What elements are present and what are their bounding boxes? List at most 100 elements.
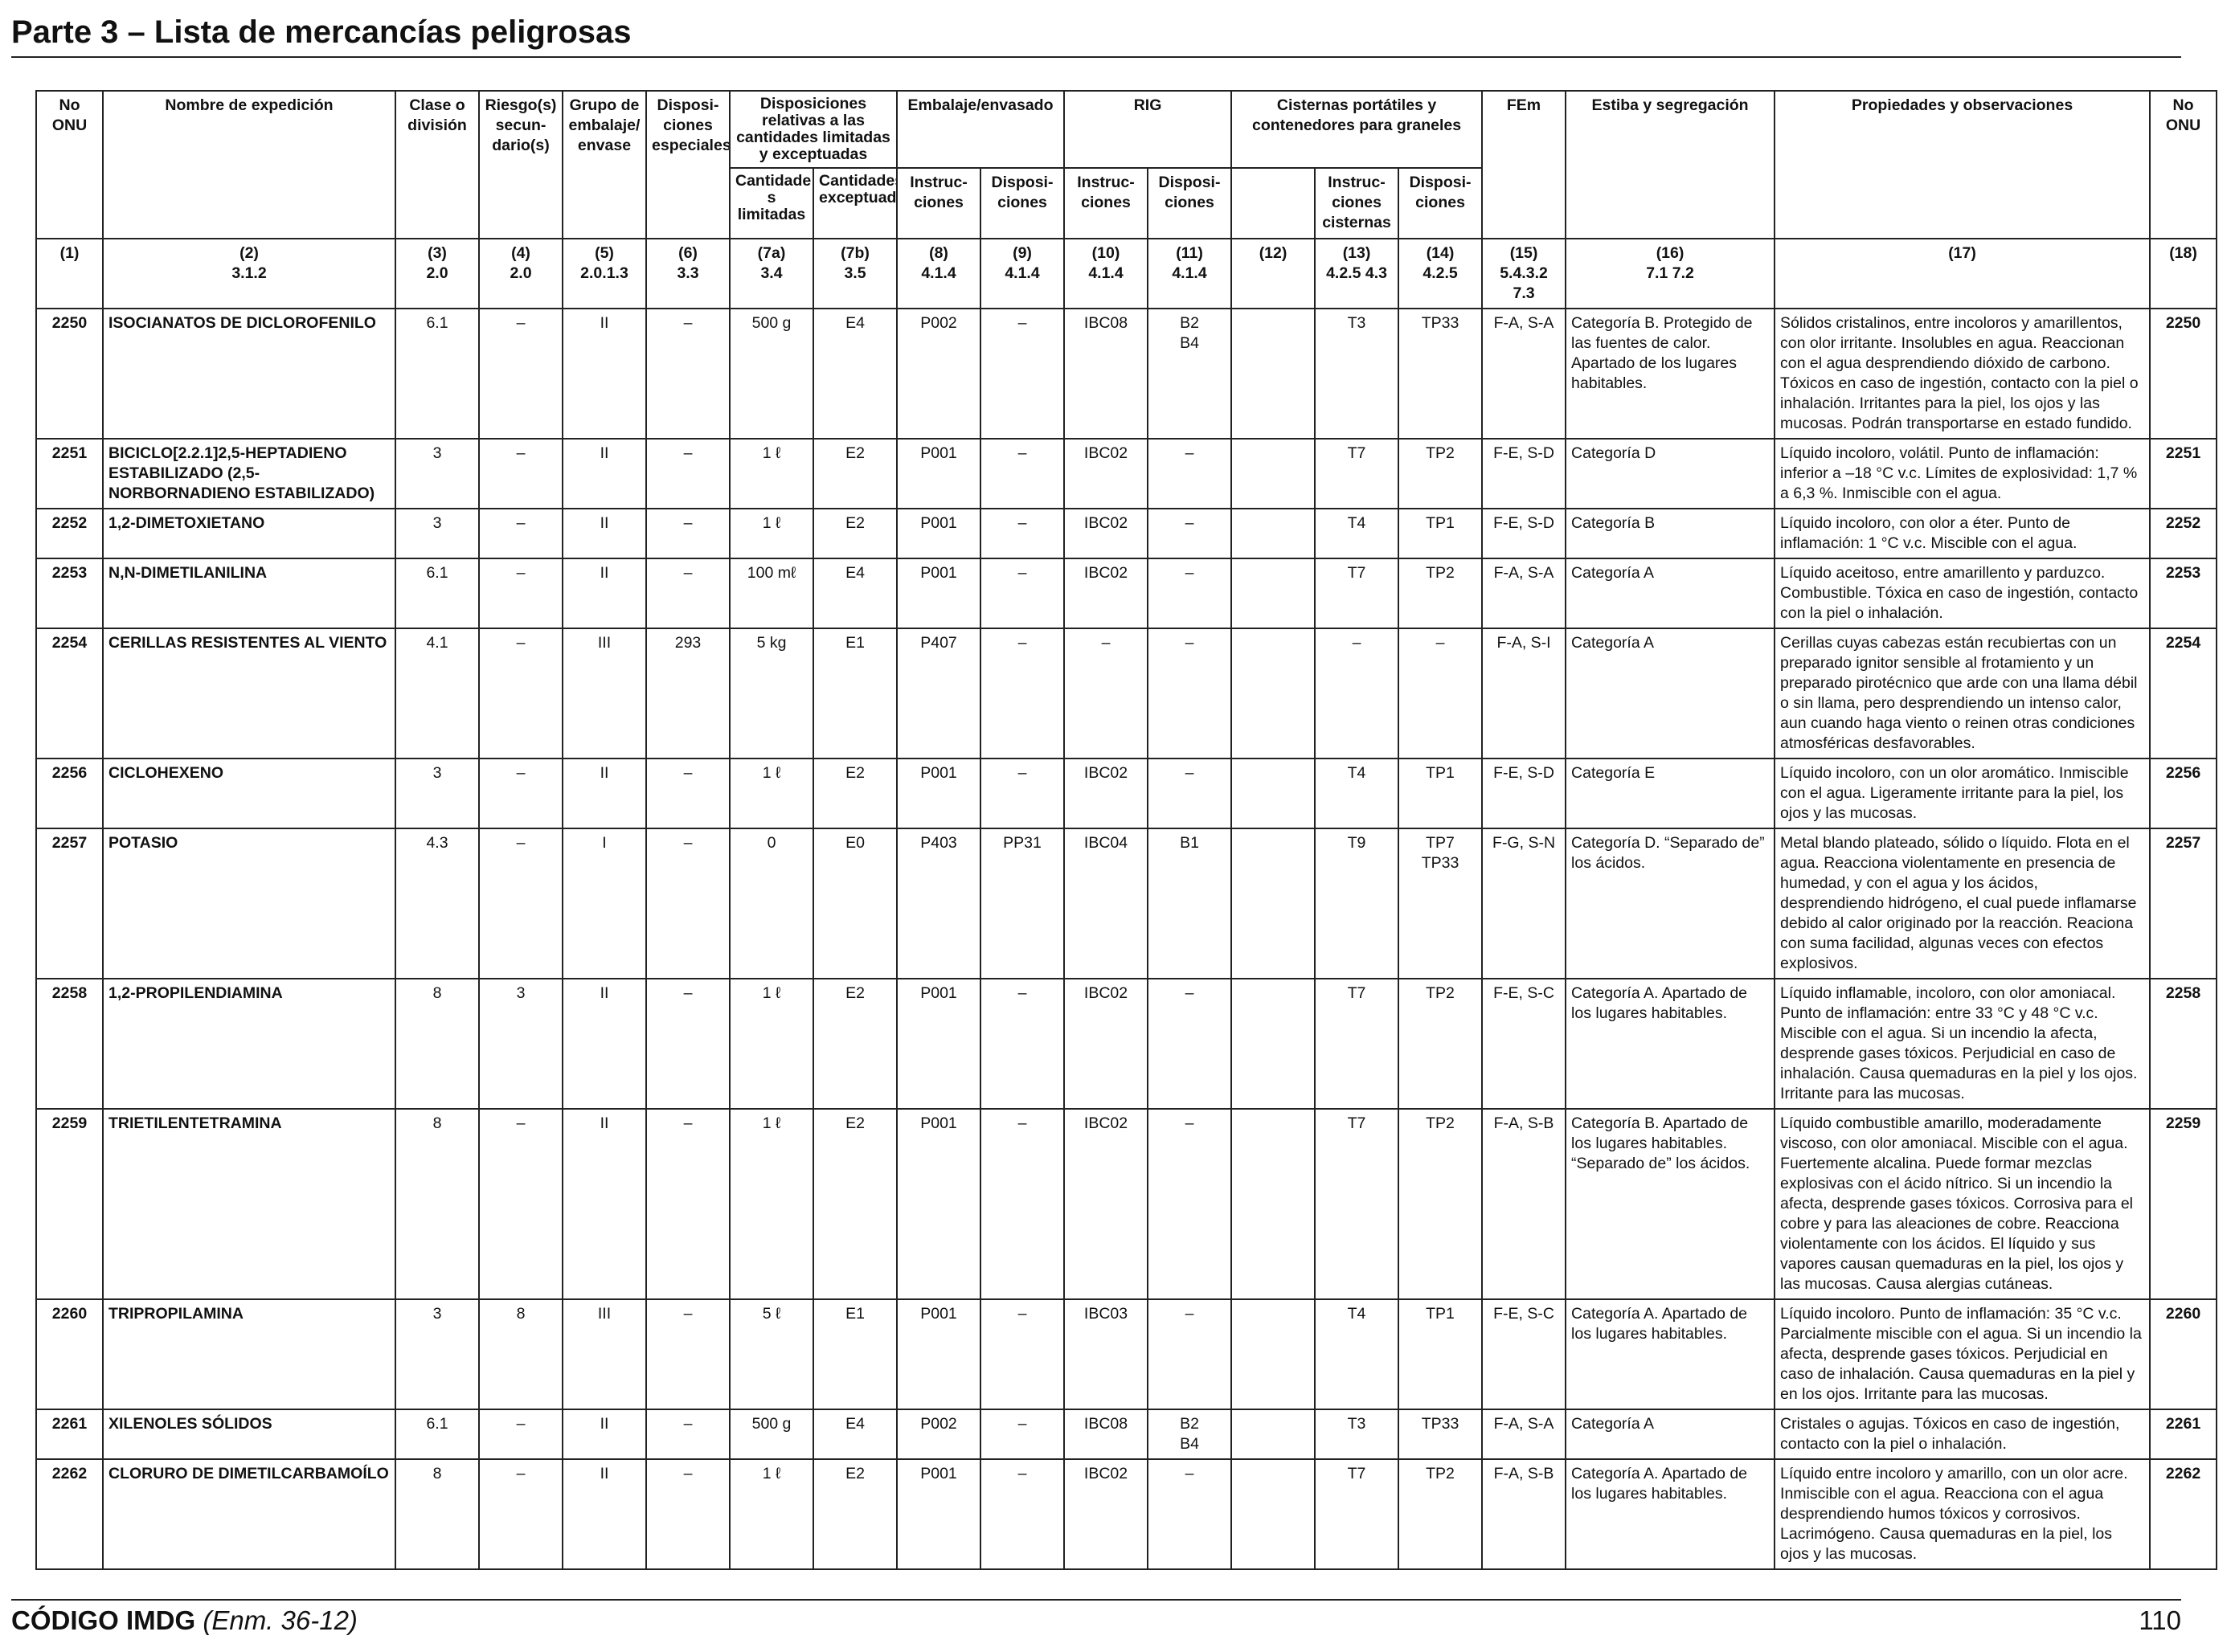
ems: F-E, S-D — [1481, 758, 1567, 829]
un-number: 2260 — [35, 1298, 104, 1410]
column-number-cell: (17) — [1774, 238, 2151, 309]
properties: Líquido entre incoloro y amarillo, con u… — [1774, 1458, 2151, 1570]
ems: F-E, S-C — [1481, 978, 1567, 1110]
column-number-cell: (16) 7.1 7.2 — [1565, 238, 1776, 309]
properties: Líquido inflamable, incoloro, con olor a… — [1774, 978, 2151, 1110]
column-number: (7b) — [841, 244, 870, 262]
excepted-quantity: E4 — [813, 558, 898, 629]
column-reference: 2.0.1.3 — [580, 264, 628, 282]
limited-quantity: 5 kg — [729, 628, 814, 759]
packing-group: II — [562, 1409, 647, 1460]
ibc-instruction: IBC02 — [1063, 438, 1149, 509]
class: 6.1 — [395, 1409, 480, 1460]
packing-provision: – — [979, 508, 1066, 559]
special-provisions: – — [645, 978, 731, 1110]
column-number: (6) — [678, 244, 698, 262]
table-row: 2253 N,N-DIMETILANILINA 6.1– II –100 mℓ E4 P00… — [35, 558, 2218, 629]
table-row: 2258 1,2-PROPILENDIAMINA 8 3 II –1 ℓ E2 P001– IB… — [35, 978, 2218, 1110]
stowage: Categoría D. “Separado de” los ácidos. — [1565, 828, 1776, 979]
footer-amend: (Enm. 36-12) — [203, 1605, 358, 1635]
un-number: 2252 — [35, 508, 104, 559]
class: 3 — [395, 438, 480, 509]
packing-instruction: P002 — [896, 308, 981, 440]
footer-rule — [11, 1599, 2181, 1601]
tank-instruction: T4 — [1314, 1298, 1400, 1410]
ibc-instruction: IBC04 — [1063, 828, 1149, 979]
un-number-right: 2259 — [2149, 1108, 2218, 1300]
column-number-cell: (18) — [2149, 238, 2218, 309]
subsidiary-risk: – — [478, 508, 563, 559]
special-provisions: – — [645, 758, 731, 829]
un-number-right: 2251 — [2149, 438, 2218, 509]
un-number: 2261 — [35, 1409, 104, 1460]
header-cant-lim: Cantidade s limitadas — [729, 167, 814, 239]
un-number: 2253 — [35, 558, 104, 629]
properties: Líquido incoloro, con olor a éter. Punto… — [1774, 508, 2151, 559]
header-dispos-rig: Disposi-ciones — [1147, 167, 1233, 239]
class: 8 — [395, 1108, 480, 1300]
column-number: (13) — [1342, 244, 1371, 262]
packing-group: II — [562, 978, 647, 1110]
column-number-cell: (6) 3.3 — [645, 238, 731, 309]
column-number: (16) — [1656, 244, 1685, 262]
column-number-cell: (5) 2.0.1.3 — [562, 238, 647, 309]
stowage: Categoría B. Protegido de las fuentes de… — [1565, 308, 1776, 440]
stowage: Categoría A. Apartado de los lugares hab… — [1565, 978, 1776, 1110]
tank-provision: TP2 — [1398, 438, 1484, 509]
column-number: (17) — [1948, 244, 1976, 262]
packing-group: II — [562, 758, 647, 829]
excepted-quantity: E4 — [813, 308, 898, 440]
header-cisternas: Cisternas portátiles y contenedores para… — [1230, 90, 1484, 168]
table-row: 2259 TRIETILENTETRAMINA 8– II –1 ℓ E2 P001– IBC… — [35, 1108, 2218, 1300]
stowage: Categoría B — [1565, 508, 1776, 559]
un-number: 2258 — [35, 978, 104, 1110]
special-provisions: – — [645, 1108, 731, 1300]
tank-instruction: T3 — [1314, 1409, 1400, 1460]
column-number: (1) — [59, 244, 80, 262]
excepted-quantity: E4 — [813, 1409, 898, 1460]
ibc-provision: – — [1147, 628, 1233, 759]
un-number-right: 2262 — [2149, 1458, 2218, 1570]
tank-instruction: T9 — [1314, 828, 1400, 979]
limited-quantity: 500 g — [729, 1409, 814, 1460]
limited-quantity: 1 ℓ — [729, 758, 814, 829]
table-row: 2254 CERILLAS RESISTENTES AL VIENTO 4.1– II… — [35, 628, 2218, 759]
limited-quantity: 1 ℓ — [729, 1458, 814, 1570]
packing-group: I — [562, 828, 647, 979]
packing-provision: – — [979, 1298, 1066, 1410]
column-number: (18) — [2169, 244, 2197, 262]
subsidiary-risk: – — [478, 558, 563, 629]
tank-instruction: T4 — [1314, 508, 1400, 559]
col-12 — [1230, 438, 1316, 509]
packing-group: III — [562, 1298, 647, 1410]
ems: F-A, S-I — [1481, 628, 1567, 759]
shipping-name: BICICLO[2.2.1]2,5-HEPTADIENO ESTABILIZAD… — [102, 438, 396, 509]
col-12 — [1230, 1298, 1316, 1410]
stowage: Categoría A — [1565, 1409, 1776, 1460]
column-reference: 3.4 — [760, 264, 783, 282]
tank-instruction: T7 — [1314, 558, 1400, 629]
packing-group: II — [562, 508, 647, 559]
header-fem: FEm — [1481, 90, 1567, 239]
tank-instruction: T7 — [1314, 1458, 1400, 1570]
column-number: (2) — [239, 244, 259, 262]
stowage: Categoría A — [1565, 628, 1776, 759]
tank-provision: TP2 — [1398, 978, 1484, 1110]
header-embalaje: Embalaje/envasado — [895, 90, 1066, 168]
properties: Líquido incoloro. Punto de inflamación: … — [1774, 1298, 2151, 1410]
subsidiary-risk: – — [478, 1458, 563, 1570]
ems: F-A, S-B — [1481, 1458, 1567, 1570]
tank-provision: TP7 TP33 — [1398, 828, 1484, 979]
ibc-instruction: IBC08 — [1063, 308, 1149, 440]
packing-provision: – — [979, 308, 1066, 440]
column-number: (14) — [1426, 244, 1455, 262]
table-row: 2257 POTASIO 4.3– I –0 E0 P403 PP31 IBC04 B1 T9 TP7… — [35, 828, 2218, 979]
table-row: 2250 ISOCIANATOS DE DICLOROFENILO 6.1– II –5… — [35, 308, 2218, 440]
limited-quantity: 1 ℓ — [729, 978, 814, 1110]
ibc-provision: – — [1147, 1298, 1233, 1410]
ibc-provision: – — [1147, 758, 1233, 829]
excepted-quantity: E1 — [813, 628, 898, 759]
column-reference: 2.0 — [426, 264, 448, 282]
ibc-provision: – — [1147, 1458, 1233, 1570]
un-number-right: 2261 — [2149, 1409, 2218, 1460]
